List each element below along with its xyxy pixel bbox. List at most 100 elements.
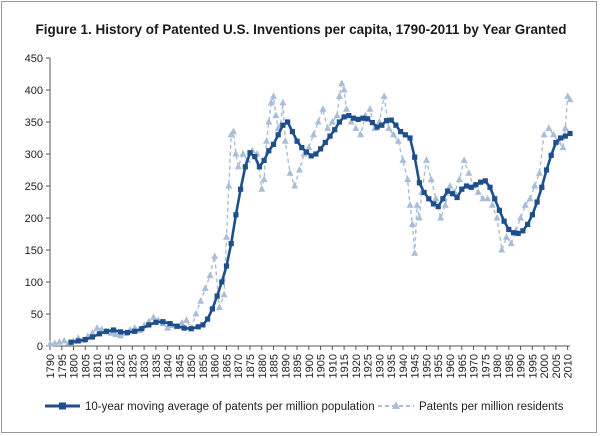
series-patents-line [49,80,571,345]
series-patents-point [281,137,289,144]
series-patents-point [566,95,574,103]
x-tick-label: 1830 [139,354,151,378]
x-axis: 1790 1795 1800 1805 1810 1815 1820 1825 1830 1835… [45,345,575,378]
series-moving-average-point [110,327,117,333]
series-moving-average-point [482,178,488,184]
y-tick-label: 400 [25,85,43,97]
x-tick-label: 1805 [80,354,92,378]
series-patents-point [164,324,172,331]
x-tick-label: 1790 [45,354,57,378]
series-patents-point [112,330,120,337]
series-moving-average-point [132,328,138,334]
series-patents-point [230,127,238,135]
x-tick-label: 2005 [551,354,563,378]
y-tick-label: 300 [25,149,43,161]
series-patents-point [526,194,534,202]
series-moving-average-point [153,319,159,325]
series-moving-average-point [454,194,460,201]
series-patents-point [502,233,510,240]
series-patents-point [488,201,496,208]
series-patents-point [270,92,278,99]
x-tick-label: 1815 [104,354,116,378]
series-moving-average-point [525,221,531,227]
series-patents-point [357,130,365,138]
series-moving-average-point [96,331,102,337]
y-tick-label: 150 [25,245,43,257]
x-tick-label: 1945 [410,354,422,378]
series-moving-average-point [440,196,446,202]
series-moving-average-point [473,182,479,188]
series-moving-average-point [261,157,267,163]
x-tick-label: 1995 [527,354,539,378]
series-moving-average-point [318,146,324,152]
series-moving-average-point [327,133,333,139]
x-tick-label: 1860 [210,354,222,378]
x-tick-label: 1990 [516,354,528,378]
x-tick-label: 1865 [221,354,233,378]
x-tick-label: 1950 [421,354,433,378]
series-patents-point [366,105,374,112]
series-moving-average-point [515,230,521,236]
series-moving-average-point [322,139,328,146]
x-tick-label: 1855 [198,354,210,378]
series-patents-point [380,92,388,99]
series-moving-average-point [543,167,550,173]
series-moving-average-point [487,184,493,190]
series-patents-point [406,201,414,208]
series-patents-point [385,124,393,131]
x-tick-label: 1890 [280,354,292,378]
series-patents-point [260,175,268,183]
series-moving-average-point [492,196,498,202]
series-patents-point [460,156,468,163]
series-moving-average-point [139,326,145,332]
legend-label-patents: Patents per million residents [419,401,564,413]
x-tick-label: 1940 [398,354,410,378]
series-patents-point [258,185,266,192]
series-patents-point [437,214,445,221]
series-moving-average-point [407,135,413,141]
series-moving-average-point [520,228,526,234]
series-patents-point [550,130,558,138]
series-patents-point [545,124,553,131]
series-patents-point [182,316,190,323]
series-patents-point [272,111,280,119]
series-patents-point [319,105,327,112]
series-patents-point [352,124,360,131]
series-moving-average-point [174,323,180,329]
series-patents-point [479,194,487,202]
series-patents-point [432,194,440,202]
series-moving-average-point [388,117,394,123]
series-patents-point [394,137,402,144]
series-patents-point [413,201,421,208]
series-moving-average-point [421,189,427,195]
x-tick-label: 1845 [174,354,186,378]
series-patents-point [267,98,275,106]
series-patents-point [415,214,423,221]
series-moving-average-point [558,135,564,141]
legend-marker-moving-average [59,402,66,410]
series-moving-average-point [294,138,300,144]
series-moving-average-point [146,322,152,328]
series-moving-average-point [223,263,230,269]
series-moving-average-point [75,338,81,344]
series-patents-point [465,169,473,176]
series-patents-point [201,284,209,291]
series-moving-average-point [205,316,211,322]
x-tick-label: 1870 [233,354,245,378]
series-patents-point [531,182,539,189]
series-patents-point [286,169,294,176]
series-moving-average-point [68,339,74,345]
series-moving-average-point [308,153,314,159]
series-patents-point [340,86,348,93]
series-moving-average-point [188,326,194,332]
x-tick-label: 1980 [492,354,504,378]
series-patents-point [192,310,200,317]
x-tick-label: 1820 [116,354,128,378]
series-patents-point [197,297,205,304]
x-tick-label: 1810 [92,354,104,378]
series-patents-point [88,329,96,336]
legend-label-moving-average: 10-year moving average of patents per mi… [85,401,375,413]
series-moving-average-point [430,201,437,207]
series-patents-point [521,201,529,208]
series-moving-average-point [346,113,352,119]
